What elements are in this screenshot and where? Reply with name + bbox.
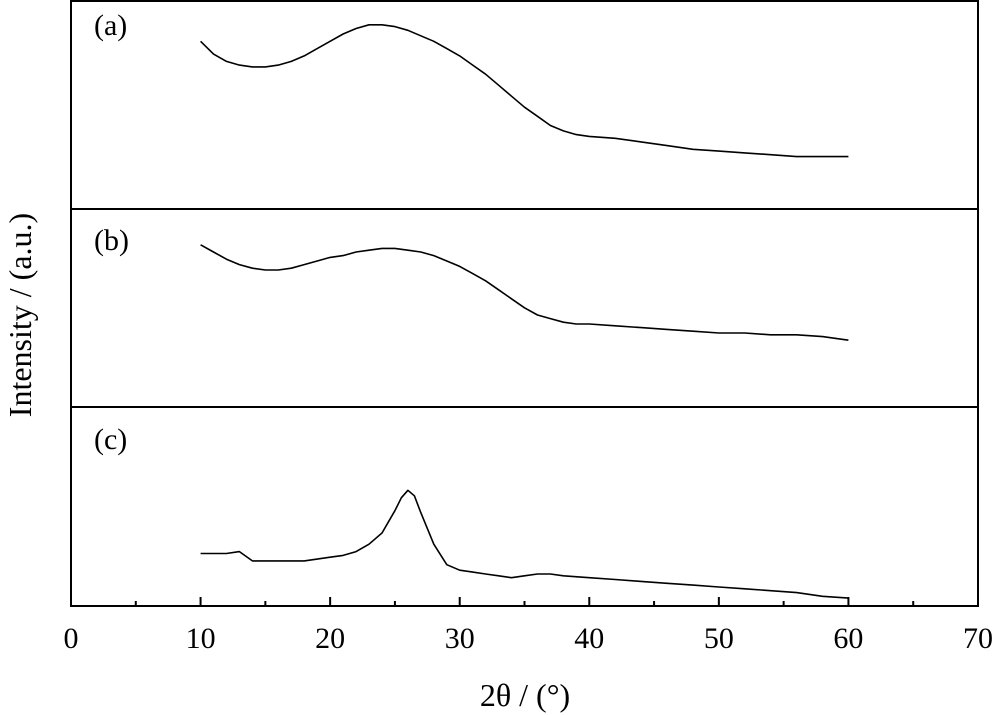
x-tick-label: 20 (315, 622, 345, 655)
x-tick-label: 50 (704, 622, 734, 655)
panel-labels: (a) (b) (c) (94, 9, 129, 456)
plot-frame (70, 0, 979, 607)
panel-label-b: (b) (94, 224, 129, 257)
x-tick-label: 0 (64, 622, 79, 655)
x-tick-label: 10 (186, 622, 216, 655)
y-axis-title: Intensity / (a.u.) (2, 213, 38, 417)
x-tick-label: 60 (833, 622, 863, 655)
x-tick-label: 30 (445, 622, 475, 655)
panel-label-a: (a) (94, 9, 127, 42)
x-axis: 0 10 20 30 40 50 60 70 (64, 597, 993, 655)
series-line-b (200, 244, 849, 341)
series-line-a (200, 24, 849, 158)
plot-area (70, 0, 979, 607)
series-line-c (200, 489, 849, 599)
series-layer (200, 24, 849, 599)
x-tick-label: 70 (963, 622, 993, 655)
x-axis-title: 2θ / (°) (480, 677, 570, 713)
x-tick-label: 40 (574, 622, 604, 655)
panel-label-c: (c) (94, 423, 127, 456)
